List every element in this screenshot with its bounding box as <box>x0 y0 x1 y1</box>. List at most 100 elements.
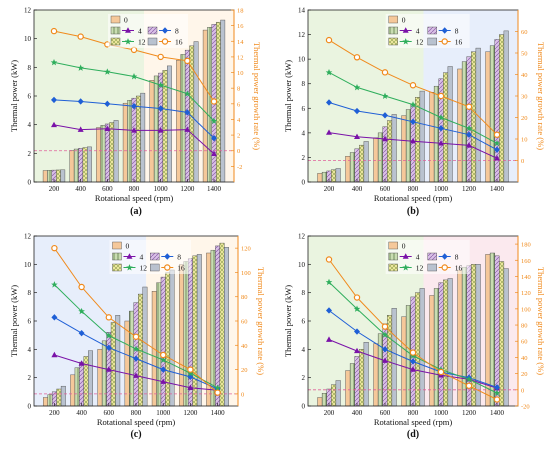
legend-swatch-12-marker <box>124 38 132 45</box>
ytick-label: 4 <box>28 346 32 354</box>
point-16-1000 <box>437 368 445 376</box>
bar-0-400 <box>345 370 351 407</box>
point-8-600 <box>104 100 111 108</box>
ytick-label: 8 <box>302 289 306 297</box>
y2tick-label: 120 <box>521 290 531 297</box>
point-12-600 <box>381 331 389 338</box>
point-4-600 <box>382 357 388 363</box>
point-4-200 <box>51 351 58 358</box>
xtick-label: 800 <box>408 409 419 417</box>
panel-label: (d) <box>407 429 419 440</box>
ytick-label: 6 <box>28 318 32 326</box>
point-8-1000 <box>160 366 167 373</box>
bar-8-400 <box>354 356 360 407</box>
bar-0-400 <box>70 374 76 407</box>
point-12-800 <box>130 73 138 80</box>
point-4-600 <box>104 125 111 132</box>
y2tick-label: 180 <box>521 242 531 249</box>
bar-8-1400 <box>494 255 500 407</box>
xtick-label: 1400 <box>490 185 505 193</box>
point-16-1000 <box>437 92 445 100</box>
xtick-label: 800 <box>129 185 140 193</box>
y2-axis-title: Thermal power growth rate (%) <box>256 267 266 375</box>
xtick-label: 1200 <box>183 409 198 417</box>
legend-swatch-16-marker <box>441 264 448 271</box>
xtick-label: 1000 <box>434 409 449 417</box>
xtick-label: 1400 <box>207 185 222 193</box>
y2tick-label: 80 <box>521 323 528 330</box>
point-8-800 <box>131 102 137 110</box>
y-axis-title: Thermal power (kW) <box>283 285 293 357</box>
bar-0-800 <box>401 115 407 183</box>
bar-8-1200 <box>187 258 193 407</box>
ytick-label: 12 <box>24 7 32 15</box>
bar-12-1400 <box>499 261 505 407</box>
y2tick-label: 0 <box>521 387 524 394</box>
ytick-label: 6 <box>302 105 306 113</box>
panel-label: (c) <box>130 429 141 440</box>
legend-swatch-12-bar <box>388 263 398 272</box>
bar-12-1200 <box>189 45 195 183</box>
xtick-label: 600 <box>380 409 391 417</box>
xtick-label: 600 <box>380 185 391 193</box>
legend-label-12: 12 <box>416 38 424 47</box>
bar-0-200 <box>317 397 323 407</box>
point-16-1400 <box>214 389 221 396</box>
bar-0-1000 <box>149 80 155 183</box>
ytick-label: 12 <box>24 233 32 241</box>
bar-16-200 <box>335 380 341 407</box>
bar-4-200 <box>47 394 53 407</box>
ytick-label: 0 <box>302 403 306 411</box>
ytick-label: 6 <box>302 318 306 326</box>
legend-swatch-16-bar <box>427 37 437 46</box>
bar-4-1400 <box>489 252 495 407</box>
point-16-400 <box>353 54 361 61</box>
y2tick-label: 160 <box>521 258 531 265</box>
y2tick-label: 100 <box>521 306 531 313</box>
xtick-label: 800 <box>408 185 419 193</box>
y2tick-label: 10 <box>237 70 244 77</box>
ytick-label: 2 <box>302 154 306 162</box>
bar-8-400 <box>79 361 85 407</box>
point-8-1000 <box>157 105 164 112</box>
y2tick-label: 12 <box>237 54 244 61</box>
bar-16-800 <box>419 90 425 183</box>
point-8-1400 <box>494 146 500 153</box>
point-12-400 <box>353 305 361 312</box>
point-16-800 <box>130 46 138 54</box>
y2tick-label: 30 <box>521 94 528 101</box>
y2tick-label: 0 <box>521 158 524 165</box>
point-16-600 <box>381 69 389 76</box>
y2tick-label: 10 <box>521 137 528 144</box>
bar-4-1000 <box>156 282 162 407</box>
point-4-400 <box>78 360 85 366</box>
point-8-800 <box>410 358 416 365</box>
bar-12-800 <box>415 97 421 183</box>
y2tick-label: 4 <box>237 117 241 124</box>
xtick-label: 1000 <box>156 409 171 417</box>
point-12-1200 <box>187 369 194 377</box>
point-4-200 <box>51 121 57 128</box>
point-12-1200 <box>184 90 191 97</box>
legend-swatch-12-marker <box>402 264 409 271</box>
xtick-label: 1000 <box>434 185 449 193</box>
legend-swatch-16-marker <box>161 38 169 45</box>
legend-label-16: 16 <box>455 38 463 47</box>
point-16-1400 <box>210 98 218 105</box>
bar-16-1200 <box>193 41 199 183</box>
bar-0-600 <box>373 137 379 183</box>
point-4-1200 <box>187 384 194 390</box>
bar-12-1200 <box>471 51 477 183</box>
legend-swatch-8-bar <box>150 252 160 261</box>
bar-0-800 <box>401 316 407 407</box>
bar-16-400 <box>87 146 92 183</box>
point-16-1000 <box>159 351 167 359</box>
y-axis-title: Thermal power (kW) <box>9 60 19 132</box>
y2tick-label: 20 <box>241 367 248 374</box>
bar-12-1400 <box>499 34 505 183</box>
ytick-label: 12 <box>298 31 306 39</box>
y2tick-label: 40 <box>241 343 248 350</box>
bar-12-200 <box>55 169 61 183</box>
